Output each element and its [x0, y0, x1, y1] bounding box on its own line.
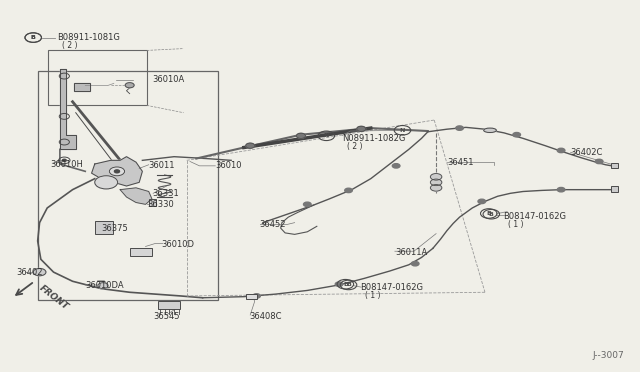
Polygon shape — [60, 69, 76, 149]
Bar — [74, 83, 90, 91]
Circle shape — [33, 269, 46, 276]
Text: 36010: 36010 — [215, 161, 242, 170]
Circle shape — [595, 159, 603, 164]
Text: 36011A: 36011A — [395, 248, 427, 257]
Bar — [74, 83, 90, 91]
Text: 36452: 36452 — [260, 220, 286, 229]
Bar — [130, 248, 152, 256]
Text: 36010H: 36010H — [51, 160, 83, 169]
Text: B: B — [346, 282, 351, 288]
Circle shape — [95, 176, 118, 189]
Text: FRONT: FRONT — [38, 284, 70, 312]
Text: ( 1 ): ( 1 ) — [365, 291, 381, 301]
Text: ( 2 ): ( 2 ) — [348, 142, 363, 151]
Circle shape — [296, 133, 305, 138]
Text: 36402: 36402 — [17, 267, 44, 277]
Circle shape — [478, 199, 486, 203]
Circle shape — [335, 282, 343, 286]
Bar — [38, 71, 218, 299]
Text: 36545: 36545 — [154, 312, 180, 321]
Text: 36010A: 36010A — [152, 75, 184, 84]
Circle shape — [557, 148, 565, 153]
Circle shape — [115, 170, 120, 173]
Circle shape — [246, 143, 255, 148]
Text: 36375: 36375 — [101, 224, 128, 232]
Circle shape — [412, 262, 419, 266]
Text: 36011: 36011 — [148, 161, 175, 170]
Text: ( 2 ): ( 2 ) — [62, 41, 77, 50]
Text: 36010D: 36010D — [161, 240, 195, 249]
Circle shape — [392, 164, 400, 168]
Text: N: N — [400, 128, 405, 133]
Bar — [95, 221, 113, 234]
Circle shape — [430, 179, 442, 186]
Circle shape — [63, 159, 66, 161]
Circle shape — [98, 283, 108, 289]
Bar — [158, 301, 180, 309]
Circle shape — [356, 126, 365, 131]
Circle shape — [456, 126, 463, 130]
Text: N08911-1082G: N08911-1082G — [342, 134, 406, 143]
Text: B: B — [486, 211, 491, 216]
Text: B08147-0162G: B08147-0162G — [502, 212, 566, 221]
Text: B: B — [343, 282, 348, 287]
Text: B08147-0162G: B08147-0162G — [360, 283, 423, 292]
Bar — [49, 51, 147, 105]
Circle shape — [430, 185, 442, 191]
Bar — [611, 186, 618, 192]
Ellipse shape — [484, 128, 497, 132]
Polygon shape — [120, 188, 152, 204]
Circle shape — [253, 294, 260, 298]
Bar — [611, 163, 618, 169]
Text: J--3007: J--3007 — [593, 351, 625, 360]
Text: B: B — [489, 212, 493, 217]
Text: 36408C: 36408C — [249, 312, 282, 321]
Bar — [148, 199, 156, 206]
Circle shape — [513, 132, 520, 137]
Circle shape — [125, 83, 134, 88]
Bar — [246, 295, 257, 299]
Text: B: B — [31, 35, 36, 40]
Circle shape — [430, 174, 442, 180]
Text: 36330: 36330 — [147, 200, 174, 209]
Circle shape — [303, 202, 311, 206]
Text: B: B — [31, 35, 36, 40]
Circle shape — [345, 188, 353, 193]
Text: 36451: 36451 — [447, 158, 474, 167]
Text: 36402C: 36402C — [571, 148, 603, 157]
Text: B08911-1081G: B08911-1081G — [57, 33, 120, 42]
Circle shape — [557, 187, 565, 192]
Text: ( 1 ): ( 1 ) — [508, 219, 524, 229]
Circle shape — [109, 167, 125, 176]
Polygon shape — [92, 157, 142, 186]
Text: N: N — [324, 133, 329, 138]
Text: 36010DA: 36010DA — [85, 281, 124, 290]
Text: 36331: 36331 — [152, 189, 179, 198]
